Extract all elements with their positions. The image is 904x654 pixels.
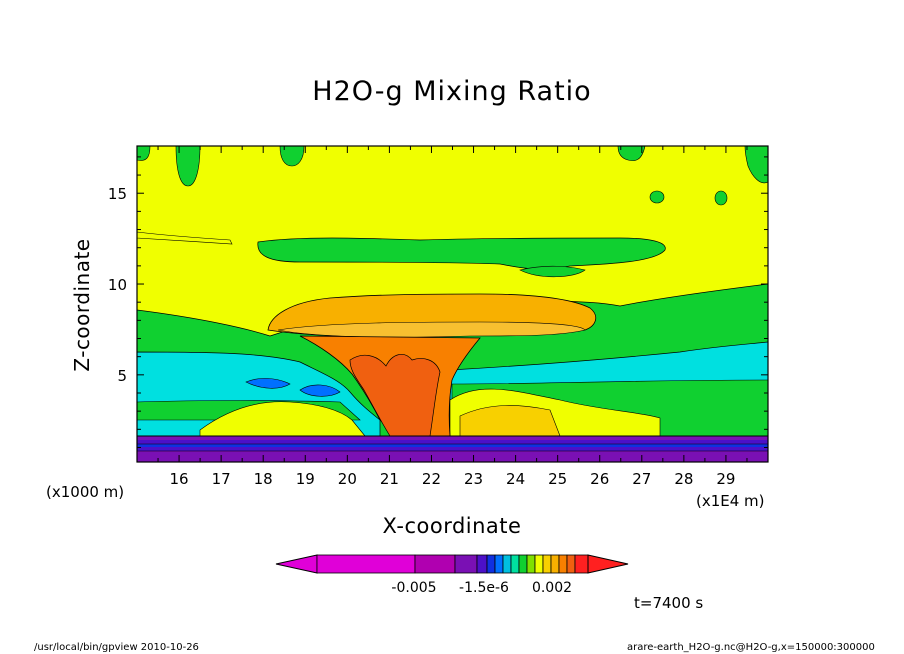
colorbar-arrow-left	[275, 554, 318, 574]
colorbar-swatch	[566, 554, 576, 574]
x-tick-label: 18	[254, 470, 273, 488]
colorbar-swatch	[542, 554, 552, 574]
x-tick-label: 26	[590, 470, 609, 488]
x-unit-label: (x1E4 m)	[696, 492, 765, 510]
x-tick-label: 27	[632, 470, 651, 488]
colorbar-swatch	[518, 554, 528, 574]
chart-title: H2O-g Mixing Ratio	[312, 76, 592, 107]
colorbar-swatch	[414, 554, 456, 574]
colorbar-swatch	[316, 554, 416, 574]
x-axis-ticks: 16 17 18 19 20 21 22 23 24 25 26 27 28 29	[157, 146, 748, 488]
y-axis-ticks: 5 10 15	[108, 156, 768, 448]
colorbar-swatch	[502, 554, 512, 574]
colorbar-arrow-right	[587, 554, 629, 574]
footer-left: /usr/local/bin/gpview 2010-10-26	[34, 642, 199, 653]
y-axis-label: Z-coordinate	[70, 238, 94, 372]
x-tick-label: 28	[674, 470, 693, 488]
x-tick-label: 17	[212, 470, 231, 488]
time-annotation: t=7400 s	[634, 594, 704, 612]
y-unit-label: (x1000 m)	[46, 483, 125, 501]
colorbar-swatch	[550, 554, 560, 574]
colorbar-swatch	[526, 554, 536, 574]
x-tick-label: 20	[338, 470, 357, 488]
colorbar-swatch	[558, 554, 568, 574]
colorbar-swatch	[574, 554, 589, 574]
colorbar-swatch	[486, 554, 496, 574]
x-tick-label: 19	[296, 470, 315, 488]
colorbar: -0.005 -1.5e-6 0.002	[275, 554, 629, 596]
x-tick-label: 16	[170, 470, 189, 488]
colorbar-swatch	[476, 554, 488, 574]
x-tick-label: 22	[422, 470, 441, 488]
colorbar-tick-label: 0.002	[532, 580, 572, 596]
y-tick-label: 10	[108, 276, 127, 294]
contour-field	[137, 146, 768, 462]
colorbar-swatch	[494, 554, 504, 574]
x-tick-label: 25	[548, 470, 567, 488]
colorbar-swatch	[510, 554, 520, 574]
x-tick-label: 24	[506, 470, 525, 488]
y-tick-label: 15	[108, 185, 127, 203]
x-tick-label: 29	[716, 470, 735, 488]
x-tick-label: 21	[380, 470, 399, 488]
colorbar-swatch	[534, 554, 544, 574]
footer-right: arare-earth_H2O-g.nc@H2O-g,x=150000:3000…	[627, 642, 875, 653]
x-tick-label: 23	[464, 470, 483, 488]
y-tick-label: 5	[117, 367, 127, 385]
colorbar-tick-label: -1.5e-6	[459, 580, 509, 596]
x-axis-label: X-coordinate	[382, 514, 522, 538]
colorbar-tick-label: -0.005	[391, 580, 436, 596]
colorbar-swatch	[454, 554, 478, 574]
